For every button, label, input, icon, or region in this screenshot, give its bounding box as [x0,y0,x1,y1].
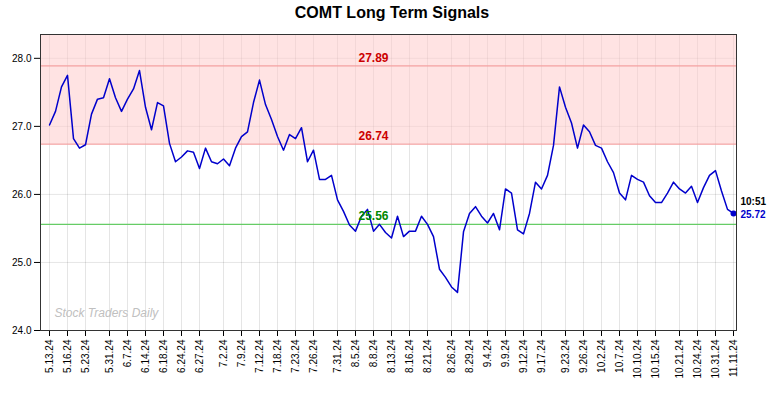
svg-text:8.5.24: 8.5.24 [350,339,361,367]
svg-text:11.11.24: 11.11.24 [728,339,739,377]
svg-text:10.15.24: 10.15.24 [650,339,661,378]
svg-text:6.18.24: 6.18.24 [158,339,169,373]
svg-text:8.26.24: 8.26.24 [446,339,457,373]
svg-text:9.12.24: 9.12.24 [518,339,529,373]
svg-text:10.24.24: 10.24.24 [692,339,703,378]
svg-text:10.31.24: 10.31.24 [710,339,721,378]
html-text:COMT Long Term Signals: COMT Long Term Signals [294,4,490,21]
svg-text:25.0: 25.0 [12,257,32,268]
svg-text:5.31.24: 5.31.24 [104,339,115,373]
svg-text:24.0: 24.0 [12,325,32,336]
svg-text:6.14.24: 6.14.24 [140,339,151,373]
svg-text:8.21.24: 8.21.24 [422,339,433,373]
svg-text:8.29.24: 8.29.24 [464,339,475,373]
svg-text:26.74: 26.74 [358,129,388,143]
svg-text:5.23.24: 5.23.24 [80,339,91,373]
svg-text:7.18.24: 7.18.24 [272,339,283,373]
svg-text:6.24.24: 6.24.24 [176,339,187,373]
svg-text:10.2.24: 10.2.24 [596,339,607,373]
svg-text:8.8.24: 8.8.24 [368,339,379,367]
svg-text:9.4.24: 9.4.24 [482,339,493,367]
svg-text:26.0: 26.0 [12,189,32,200]
svg-text:7.31.24: 7.31.24 [332,339,343,373]
svg-text:Stock Traders Daily: Stock Traders Daily [55,306,160,320]
svg-text:10.7.24: 10.7.24 [614,339,625,373]
svg-text:9.26.24: 9.26.24 [578,339,589,373]
svg-text:27.89: 27.89 [358,51,388,65]
svg-text:6.27.24: 6.27.24 [194,339,205,373]
svg-text:9.23.24: 9.23.24 [560,339,571,373]
svg-text:7.23.24: 7.23.24 [290,339,301,373]
svg-text:5.13.24: 5.13.24 [44,339,55,373]
svg-text:5.16.24: 5.16.24 [62,339,73,373]
svg-text:9.17.24: 9.17.24 [536,339,547,373]
svg-text:9.9.24: 9.9.24 [500,339,511,367]
svg-text:7.12.24: 7.12.24 [254,339,265,373]
svg-text:10.21.24: 10.21.24 [674,339,685,378]
svg-text:27.0: 27.0 [12,121,32,132]
svg-text:25.72: 25.72 [741,209,766,220]
svg-text:10:51: 10:51 [741,196,767,207]
svg-text:7.9.24: 7.9.24 [236,339,247,367]
svg-text:28.0: 28.0 [12,53,32,64]
svg-text:7.26.24: 7.26.24 [308,339,319,373]
svg-text:8.16.24: 8.16.24 [404,339,415,373]
svg-text:8.13.24: 8.13.24 [386,339,397,373]
svg-text:10.10.24: 10.10.24 [632,339,643,378]
svg-text:25.56: 25.56 [358,209,388,223]
svg-text:6.7.24: 6.7.24 [122,339,133,367]
svg-text:7.2.24: 7.2.24 [218,339,229,367]
